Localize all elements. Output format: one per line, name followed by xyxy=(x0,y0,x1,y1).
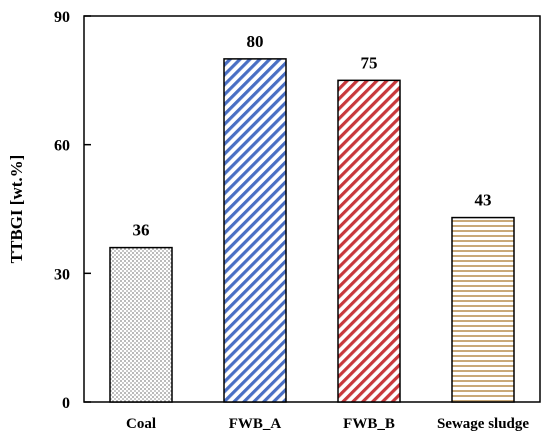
x-axis-category-labels: Coal FWB_A FWB_B Sewage sludge xyxy=(126,416,529,432)
data-label: 36 xyxy=(133,221,150,240)
y-tick-label: 90 xyxy=(54,9,70,26)
y-tick-label: 60 xyxy=(54,138,70,155)
bars xyxy=(109,58,515,403)
x-category-label: FWB_B xyxy=(343,416,395,432)
plot-frame xyxy=(83,15,541,403)
y-tick-label: 30 xyxy=(54,266,70,283)
data-label: 75 xyxy=(361,53,378,72)
y-axis-ticks: 0 30 60 90 xyxy=(54,9,91,412)
data-label: 80 xyxy=(247,32,264,51)
bar-fwb-a xyxy=(223,58,287,403)
bar-fwb-b xyxy=(337,79,401,403)
y-axis-title: TTBGI [wt.%] xyxy=(7,155,26,264)
y-tick-label: 0 xyxy=(62,395,70,412)
data-label: 43 xyxy=(475,191,492,210)
bar-coal xyxy=(109,246,173,403)
data-labels: 36 80 75 43 xyxy=(133,32,492,240)
x-category-label: FWB_A xyxy=(229,416,282,432)
bar-sewage-sludge xyxy=(451,216,515,403)
x-category-label: Sewage sludge xyxy=(437,416,529,432)
x-category-label: Coal xyxy=(126,416,156,432)
plot-area xyxy=(83,15,541,403)
